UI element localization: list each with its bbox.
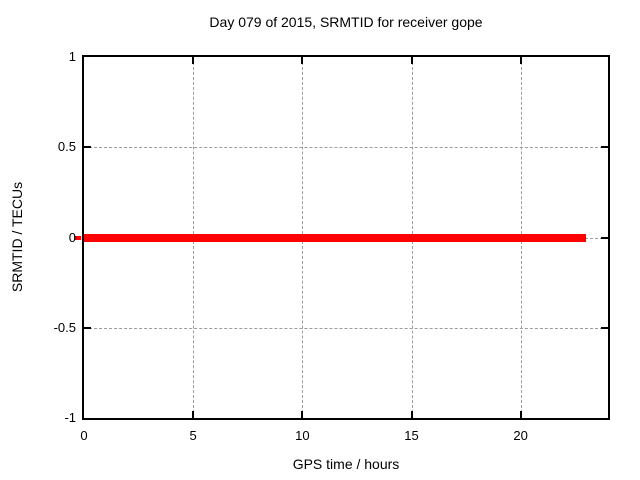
x-axis-label: GPS time / hours (292, 456, 400, 472)
gridline-horizontal (84, 327, 608, 329)
y-tick-right (601, 326, 608, 329)
y-tick-left (84, 146, 91, 149)
plot-area (74, 55, 610, 420)
x-tick-top (519, 57, 522, 64)
gridline-horizontal (84, 147, 608, 149)
x-tick-bottom (410, 411, 413, 418)
x-tick-label: 5 (189, 428, 197, 443)
series-line-srmtid (84, 233, 587, 242)
y-tick-label: 0.5 (57, 139, 76, 155)
red-outer-tick-artifact (74, 235, 81, 240)
x-tick-label: 10 (295, 428, 310, 443)
y-tick-right (601, 236, 608, 239)
y-tick-label: 1 (68, 49, 76, 64)
x-tick-bottom (192, 411, 195, 418)
y-tick-label: 0 (68, 229, 76, 245)
chart-title: Day 079 of 2015, SRMTID for receiver gop… (209, 14, 483, 30)
y-tick-right (601, 146, 608, 149)
x-tick-top (301, 57, 304, 64)
y-tick-left (84, 326, 91, 329)
y-tick-label: -1 (64, 410, 76, 425)
x-tick-top (410, 57, 413, 64)
x-tick-top (192, 57, 195, 64)
y-tick-label: -0.5 (53, 319, 76, 335)
x-tick-label: 20 (513, 428, 528, 443)
x-tick-label: 15 (404, 428, 419, 443)
x-tick-bottom (519, 411, 522, 418)
x-tick-bottom (301, 411, 304, 418)
x-tick-label: 0 (80, 428, 88, 443)
